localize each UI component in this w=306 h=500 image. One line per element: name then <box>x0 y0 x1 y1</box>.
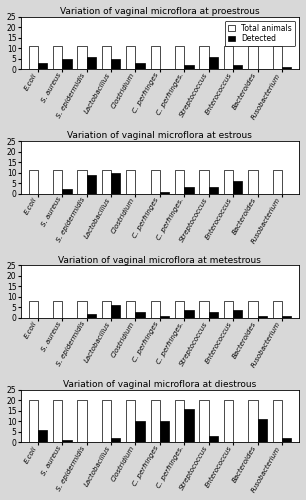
Bar <box>273 400 282 442</box>
Bar <box>224 170 233 194</box>
Bar <box>200 170 209 194</box>
Bar <box>77 301 87 318</box>
Bar <box>175 46 184 70</box>
Bar <box>209 312 218 318</box>
Bar <box>102 46 111 70</box>
Title: Variation of vaginal microflora at estrous: Variation of vaginal microflora at estro… <box>67 131 252 140</box>
Bar <box>224 400 233 442</box>
Bar <box>282 67 291 70</box>
Bar <box>28 46 38 70</box>
Bar <box>248 46 258 70</box>
Bar <box>209 188 218 194</box>
Bar <box>233 181 242 194</box>
Bar <box>28 400 38 442</box>
Bar <box>62 190 72 194</box>
Bar <box>77 400 87 442</box>
Bar <box>282 316 291 318</box>
Bar <box>151 170 160 194</box>
Bar <box>102 301 111 318</box>
Bar <box>53 301 62 318</box>
Bar <box>184 65 194 70</box>
Bar <box>111 59 120 70</box>
Bar <box>224 46 233 70</box>
Bar <box>111 306 120 318</box>
Title: Variation of vaginal microflora at diestrous: Variation of vaginal microflora at diest… <box>63 380 256 389</box>
Bar <box>38 430 47 442</box>
Bar <box>53 46 62 70</box>
Bar <box>248 170 258 194</box>
Bar <box>151 46 160 70</box>
Bar <box>136 421 145 442</box>
Bar <box>175 170 184 194</box>
Bar <box>126 400 136 442</box>
Bar <box>160 421 169 442</box>
Title: Variation of vaginal microflora at proestrous: Variation of vaginal microflora at proes… <box>60 7 260 16</box>
Bar <box>273 170 282 194</box>
Bar <box>273 301 282 318</box>
Bar <box>258 419 267 442</box>
Bar <box>160 316 169 318</box>
Bar <box>87 174 96 194</box>
Bar <box>102 170 111 194</box>
Bar <box>209 436 218 442</box>
Bar <box>62 440 72 442</box>
Title: Variation of vaginal microflora at metestrous: Variation of vaginal microflora at metes… <box>58 256 261 264</box>
Bar <box>77 46 87 70</box>
Bar <box>77 170 87 194</box>
Bar <box>248 301 258 318</box>
Bar <box>111 438 120 442</box>
Bar <box>273 46 282 70</box>
Bar <box>200 46 209 70</box>
Bar <box>28 301 38 318</box>
Bar <box>53 400 62 442</box>
Bar <box>38 63 47 70</box>
Bar <box>87 314 96 318</box>
Bar <box>248 400 258 442</box>
Bar <box>184 408 194 442</box>
Bar <box>28 170 38 194</box>
Bar <box>111 172 120 194</box>
Bar <box>151 301 160 318</box>
Bar <box>282 438 291 442</box>
Bar <box>151 400 160 442</box>
Bar <box>175 301 184 318</box>
Bar <box>184 188 194 194</box>
Bar <box>200 301 209 318</box>
Legend: Total animals, Detected: Total animals, Detected <box>225 20 295 46</box>
Bar <box>209 56 218 70</box>
Bar <box>200 400 209 442</box>
Bar <box>224 301 233 318</box>
Bar <box>126 170 136 194</box>
Bar <box>258 316 267 318</box>
Bar <box>233 310 242 318</box>
Bar <box>136 312 145 318</box>
Bar <box>184 310 194 318</box>
Bar <box>102 400 111 442</box>
Bar <box>126 301 136 318</box>
Bar <box>62 59 72 70</box>
Bar <box>175 400 184 442</box>
Bar <box>126 46 136 70</box>
Bar <box>53 170 62 194</box>
Bar <box>136 63 145 70</box>
Bar <box>160 192 169 194</box>
Bar <box>233 65 242 70</box>
Bar <box>87 56 96 70</box>
